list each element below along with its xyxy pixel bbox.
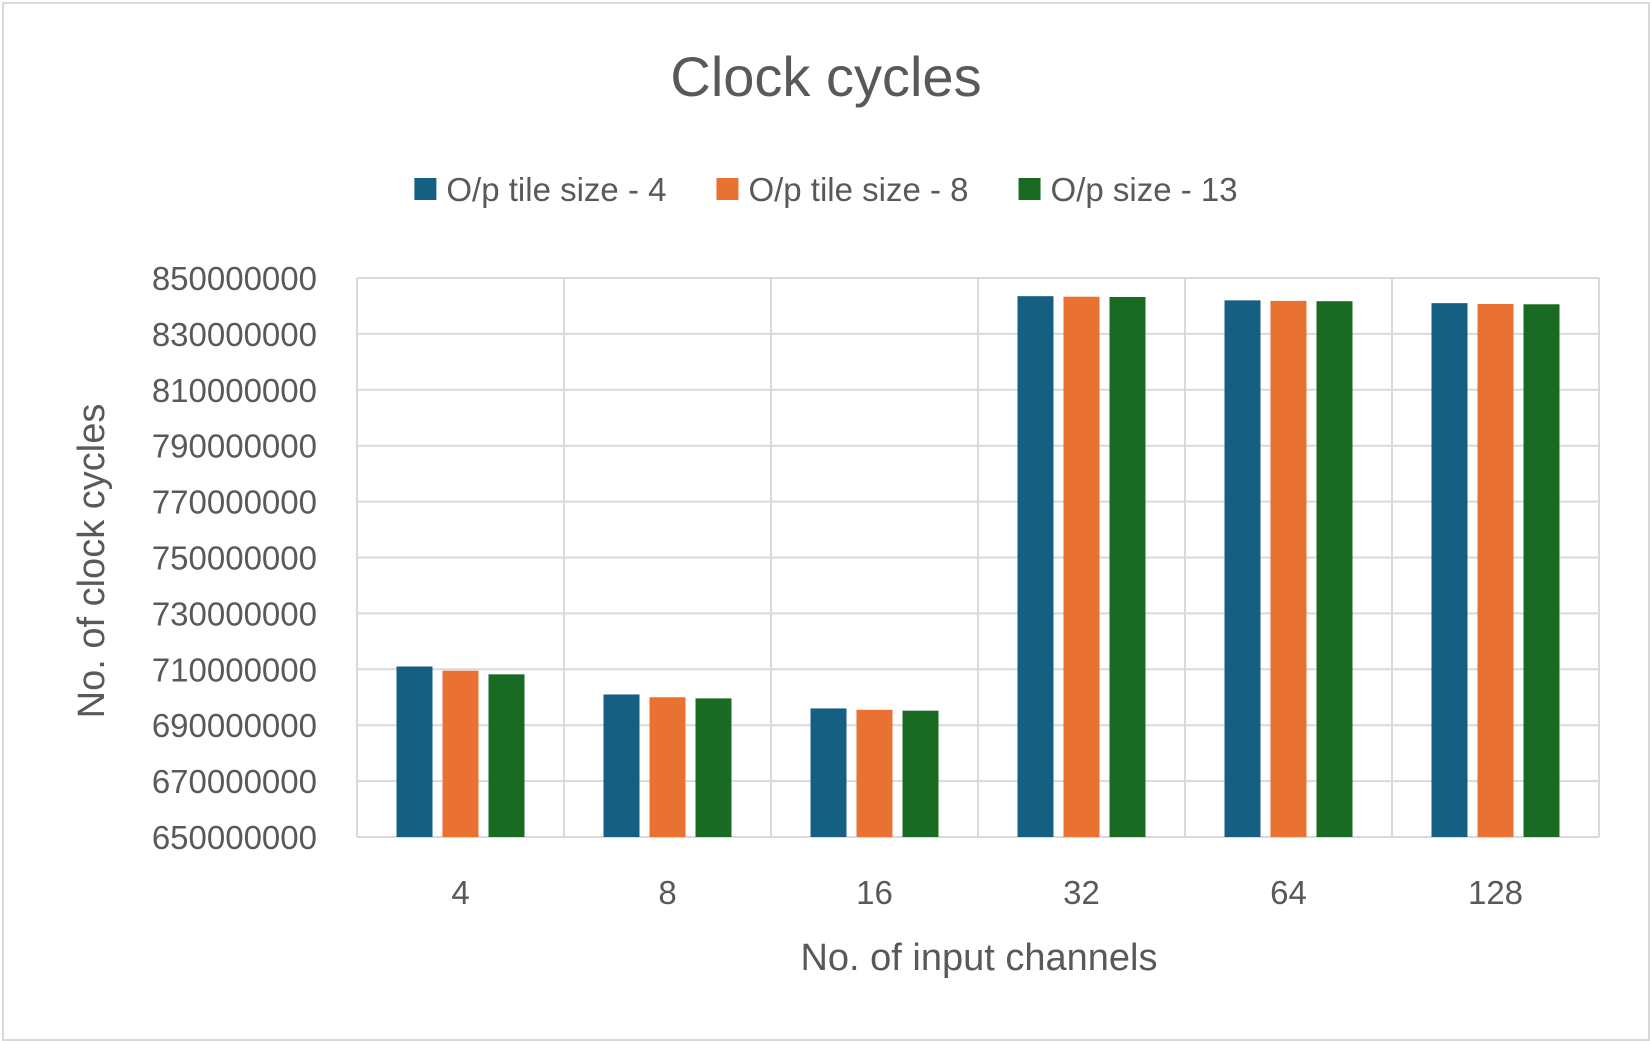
x-axis-tick-labels: 4 8 16 32 64 128 <box>451 874 1523 911</box>
y-tick-label: 850000000 <box>152 260 317 297</box>
x-tick-label: 128 <box>1468 874 1523 911</box>
y-tick-label: 690000000 <box>152 707 317 744</box>
y-tick-label: 670000000 <box>152 763 317 800</box>
x-tick-label: 16 <box>856 874 893 911</box>
bar <box>603 694 640 837</box>
bar <box>396 666 433 837</box>
x-tick-label: 4 <box>451 874 469 911</box>
y-tick-label: 830000000 <box>152 316 317 353</box>
x-axis-title: No. of input channels <box>800 937 1157 979</box>
bar <box>488 674 525 837</box>
gridlines <box>356 277 1600 838</box>
y-axis-title: No. of clock cycles <box>71 404 113 719</box>
bar <box>1017 296 1054 838</box>
bar <box>810 708 847 837</box>
bar <box>695 698 732 837</box>
y-tick-label: 750000000 <box>152 540 317 577</box>
bar <box>1224 300 1261 837</box>
legend-swatch <box>414 178 437 200</box>
bar-chart: Clock cycles O/p tile size - 4 O/p tile s… <box>71 45 1600 979</box>
bar <box>1109 297 1146 838</box>
x-tick-label: 32 <box>1063 874 1100 911</box>
y-tick-label: 790000000 <box>152 428 317 465</box>
y-tick-label: 650000000 <box>152 819 317 856</box>
legend-label: O/p tile size - 4 <box>446 171 666 208</box>
legend-swatch <box>716 178 739 200</box>
bar <box>442 670 479 837</box>
chart-title: Clock cycles <box>670 45 981 108</box>
y-tick-label: 730000000 <box>152 595 317 632</box>
bar <box>1063 296 1100 837</box>
bar <box>1477 303 1514 837</box>
bar <box>902 710 939 837</box>
bar <box>1270 300 1307 837</box>
y-tick-label: 810000000 <box>152 372 317 409</box>
bar <box>856 709 893 837</box>
bar <box>649 697 686 837</box>
legend-label: O/p tile size - 8 <box>748 171 968 208</box>
x-tick-label: 8 <box>658 874 676 911</box>
bar <box>1523 304 1560 837</box>
y-tick-label: 770000000 <box>152 484 317 521</box>
y-tick-label: 710000000 <box>152 651 317 688</box>
legend: O/p tile size - 4 O/p tile size - 8 O/p si… <box>414 171 1238 208</box>
y-axis-tick-labels: 650000000 670000000 690000000 710000000 7300… <box>152 260 317 856</box>
bars <box>396 296 1560 838</box>
bar <box>1316 301 1353 837</box>
legend-swatch <box>1018 178 1041 200</box>
legend-label: O/p size - 13 <box>1051 171 1238 208</box>
x-tick-label: 64 <box>1270 874 1307 911</box>
bar <box>1431 303 1468 837</box>
